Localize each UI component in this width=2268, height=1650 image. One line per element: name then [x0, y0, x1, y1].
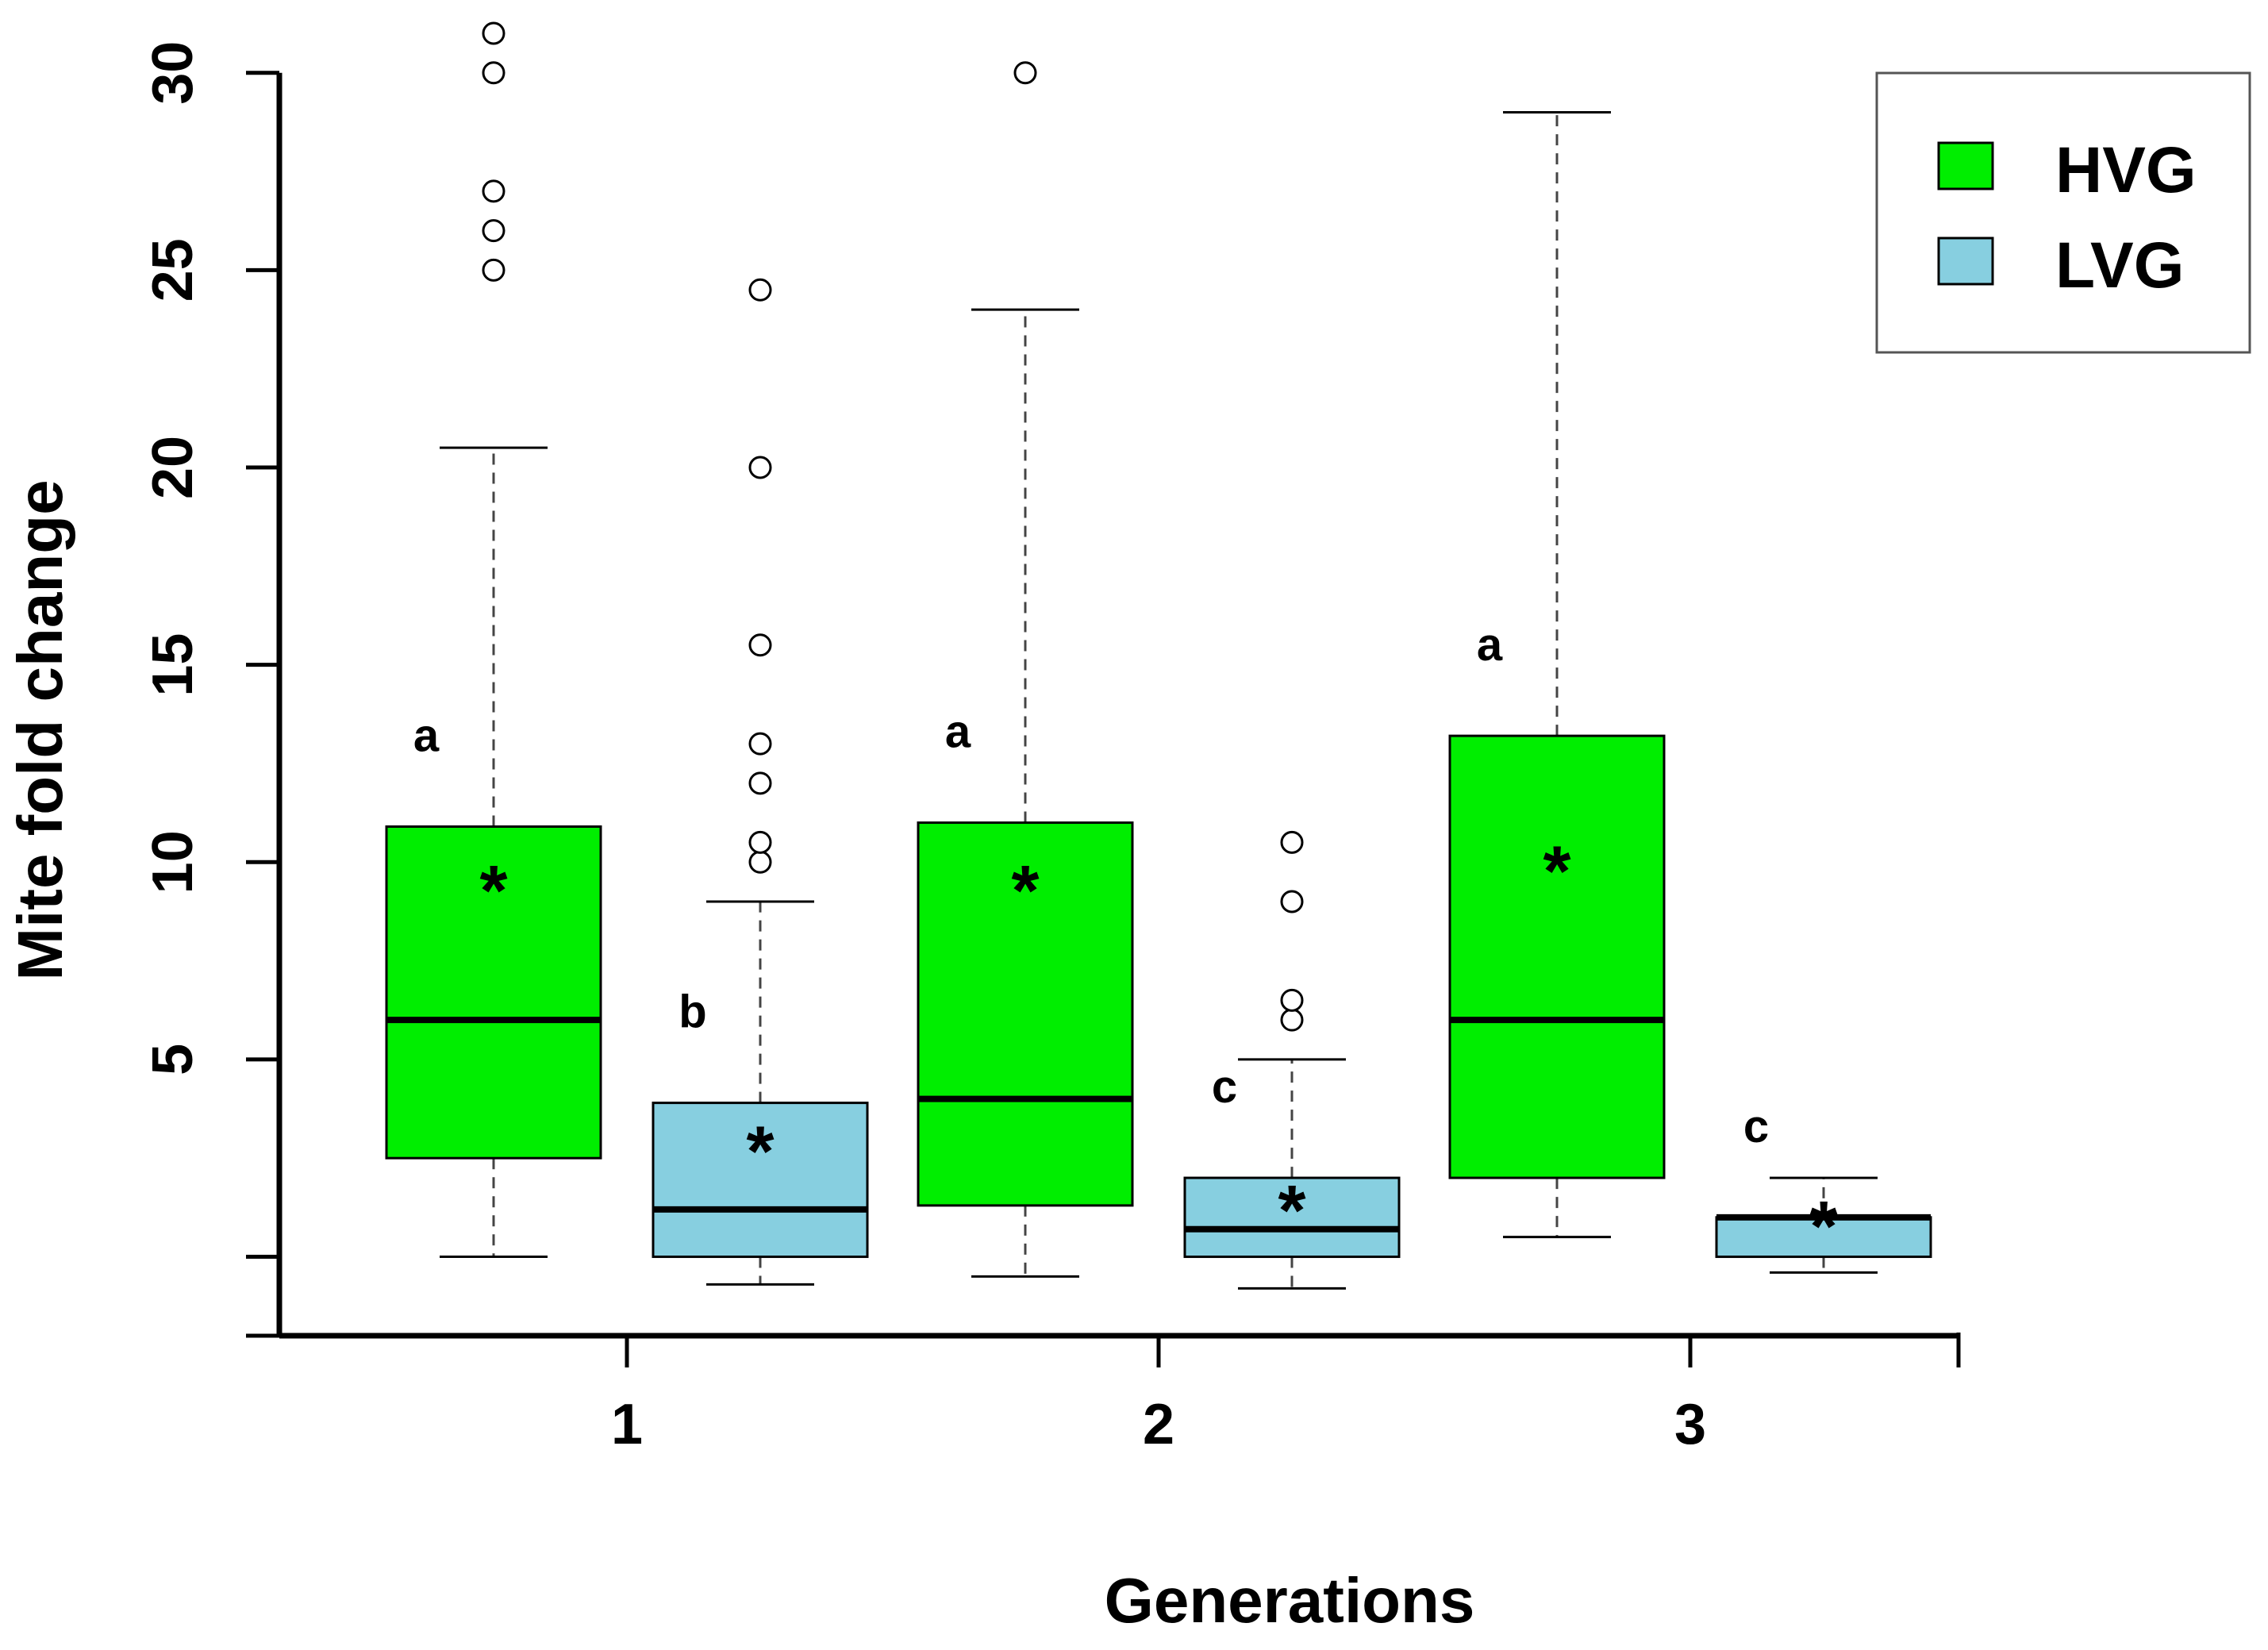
outlier-hvg-gen1-4 — [482, 21, 505, 45]
legend-label-lvg: LVG — [2055, 229, 2184, 302]
y-tick-label-5: 5 — [141, 1044, 205, 1075]
y-tick-label-10: 10 — [141, 830, 205, 894]
outlier-lvg-gen2-2 — [1280, 890, 1304, 913]
outlier-hvg-gen1-3 — [482, 61, 505, 85]
y-tick-label-20: 20 — [141, 436, 205, 499]
outlier-hvg-gen1-0 — [482, 258, 505, 282]
significance-letter-hvg-gen2: a — [945, 706, 971, 758]
legend-frame — [1875, 71, 2251, 354]
box-hvg-gen1 — [385, 825, 602, 1160]
outlier-lvg-gen2-3 — [1280, 830, 1304, 854]
outlier-lvg-gen1-2 — [748, 771, 772, 795]
significance-letter-lvg-gen1: b — [678, 987, 706, 1038]
box-lvg-gen3 — [1715, 1216, 1932, 1259]
legend-swatch-hvg — [1937, 141, 1994, 190]
y-tick-label-25: 25 — [141, 238, 205, 302]
outlier-hvg-gen2-0 — [1013, 61, 1037, 85]
significance-letter-lvg-gen2: c — [1212, 1061, 1237, 1113]
mean-marker-lvg-gen2: * — [1278, 1171, 1305, 1251]
outlier-lvg-gen1-1 — [748, 830, 772, 854]
outlier-lvg-gen1-3 — [748, 732, 772, 756]
legend: HVG LVG — [1875, 71, 2251, 354]
outlier-hvg-gen1-1 — [482, 219, 505, 243]
outlier-lvg-gen1-0 — [748, 850, 772, 874]
legend-label-hvg: HVG — [2055, 134, 2197, 206]
mean-marker-hvg-gen2: * — [1011, 852, 1039, 931]
box-hvg-gen2 — [917, 821, 1134, 1207]
box-hvg-gen3 — [1448, 734, 1666, 1179]
outlier-lvg-gen2-0 — [1280, 1008, 1304, 1032]
outlier-hvg-gen1-2 — [482, 179, 505, 203]
significance-letter-lvg-gen3: c — [1743, 1101, 1769, 1152]
y-tick-label-15: 15 — [141, 633, 205, 697]
outlier-lvg-gen1-5 — [748, 456, 772, 479]
outlier-lvg-gen1-6 — [748, 278, 772, 302]
mean-marker-hvg-gen1: * — [479, 852, 507, 931]
legend-swatch-lvg — [1937, 237, 1994, 286]
axes: 5 10 15 20 25 30 1 2 3 — [141, 41, 1961, 1456]
y-tick-label-30: 30 — [141, 41, 205, 105]
box-lvg-gen1 — [652, 1102, 869, 1259]
outlier-lvg-gen2-1 — [1280, 988, 1304, 1012]
outlier-lvg-gen1-4 — [748, 633, 772, 657]
plot-area: * a * a * a * b * c * c — [385, 21, 1932, 1290]
x-tick-label-1: 1 — [611, 1393, 643, 1456]
mean-marker-lvg-gen3: * — [1809, 1187, 1837, 1267]
box-lvg-gen2 — [1183, 1176, 1401, 1259]
x-tick-label-2: 2 — [1143, 1393, 1174, 1456]
mean-marker-hvg-gen3: * — [1543, 832, 1570, 911]
significance-letter-hvg-gen3: a — [1477, 619, 1503, 671]
mean-marker-lvg-gen1: * — [746, 1112, 774, 1191]
x-tick-label-3: 3 — [1674, 1393, 1706, 1456]
x-axis-title: Generations — [1105, 1565, 1475, 1636]
y-axis-title: Mite fold change — [5, 479, 75, 980]
significance-letter-hvg-gen1: a — [413, 710, 440, 762]
